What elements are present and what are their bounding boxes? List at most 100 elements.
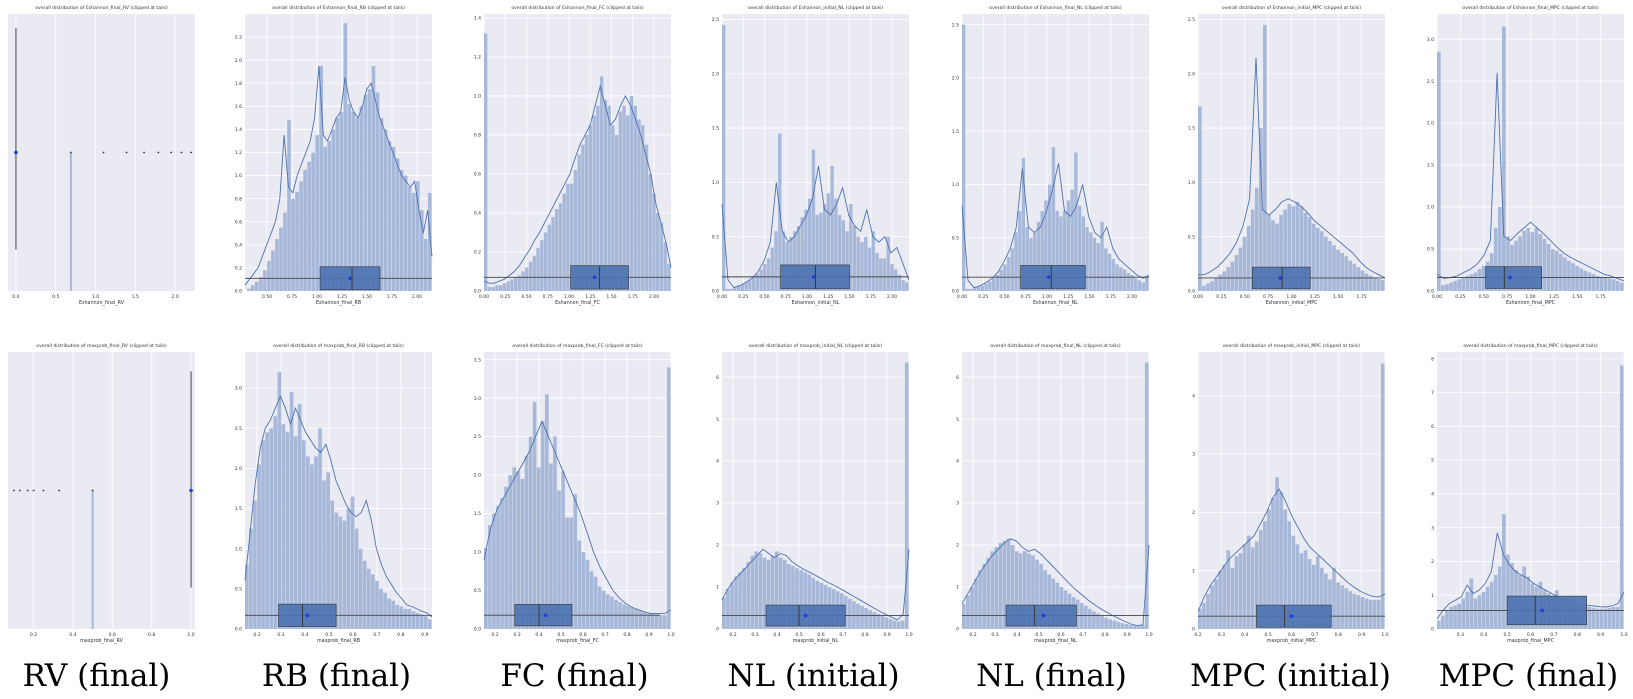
- y-tick-label: 2.5: [474, 434, 481, 440]
- kde-curve: [1198, 57, 1386, 279]
- histogram-bar: [1014, 232, 1018, 291]
- histogram-bar: [263, 270, 267, 291]
- x-tick-label: 1.50: [1572, 294, 1582, 300]
- histogram-bar: [1489, 581, 1494, 629]
- kde-curve: [961, 538, 1150, 627]
- histogram-bar: [1453, 280, 1457, 291]
- x-tick-label: 0.6: [109, 632, 116, 638]
- y-tick-label: 1.2: [235, 150, 242, 156]
- histogram-bar: [510, 279, 514, 291]
- histogram-bar: [1055, 211, 1059, 291]
- histogram-bar: [1445, 284, 1449, 291]
- box-iqr: [1005, 604, 1077, 627]
- histogram-bar: [1311, 564, 1316, 629]
- histogram-bar: [411, 611, 416, 629]
- histogram-bar: [1441, 615, 1445, 629]
- histogram-bar: [793, 231, 797, 291]
- column-label-rv-final: RV (final): [22, 658, 171, 694]
- histogram-bar: [363, 94, 368, 292]
- histogram-bar: [782, 559, 787, 629]
- histogram-bar: [315, 135, 319, 291]
- histogram-bar: [355, 117, 360, 291]
- y-tick-label: 4: [1431, 491, 1434, 497]
- y-tick-label: 1.4: [474, 16, 481, 22]
- y-tick-label: 6: [716, 375, 719, 381]
- histogram-bar: [323, 146, 328, 291]
- histogram-bar: [573, 170, 578, 291]
- histogram-bar: [1303, 212, 1308, 291]
- histogram-bar: [1563, 257, 1567, 291]
- histogram-bar: [565, 517, 569, 629]
- histogram-bar: [1279, 491, 1283, 629]
- histogram-bar: [601, 590, 606, 629]
- histogram-bar: [1230, 261, 1235, 291]
- histogram-bar: [551, 216, 555, 291]
- histogram-bar: [807, 574, 812, 629]
- outlier-point: [32, 489, 35, 492]
- x-tick-label: 0.00: [957, 294, 967, 300]
- mean-marker: [1046, 275, 1051, 279]
- histogram-bar: [614, 599, 618, 629]
- x-tick-label: 0.75: [1021, 294, 1031, 300]
- histogram-bar: [1611, 279, 1616, 291]
- y-tick-label: 0: [1431, 627, 1434, 633]
- histogram-bar: [387, 598, 391, 629]
- x-tick-label: 0.5: [1503, 632, 1510, 638]
- histogram-bar: [736, 285, 741, 291]
- histogram-bar: [763, 263, 767, 291]
- histogram-bar: [492, 513, 496, 629]
- histogram-bar: [868, 610, 873, 629]
- x-tick-label: 0.6: [817, 632, 824, 638]
- x-tick-label: 2.00: [1127, 294, 1137, 300]
- x-axis-label: Eshannon_final_FC: [555, 300, 600, 306]
- histogram-bar: [1538, 233, 1543, 291]
- histogram-bar: [1437, 51, 1441, 291]
- histogram-bar: [1226, 267, 1231, 291]
- y-tick-label: 3.5: [474, 357, 481, 363]
- histogram-bar: [326, 472, 330, 629]
- histogram-bar: [1514, 240, 1518, 291]
- histogram-bar: [295, 191, 299, 291]
- histogram-bar: [774, 551, 779, 629]
- histogram-bar: [1607, 608, 1612, 629]
- histogram-bar: [1291, 206, 1296, 291]
- histogram-bar: [1445, 610, 1449, 629]
- y-tick-label: 1.2: [474, 55, 481, 61]
- y-tick-label: 1.0: [235, 546, 242, 552]
- histogram-bar: [1100, 221, 1104, 291]
- histogram-bar: [1222, 564, 1227, 629]
- x-axis-label: Eshannon_initial_MPC: [1266, 300, 1319, 306]
- histogram-bar: [488, 525, 492, 629]
- histogram-bar: [528, 261, 533, 291]
- y-tick-label: 0: [956, 627, 959, 633]
- x-tick-label: 0.50: [1240, 294, 1250, 300]
- kde-curve: [483, 84, 672, 284]
- histogram-bar: [367, 89, 372, 291]
- mean-marker: [543, 613, 548, 617]
- histogram-bar: [641, 125, 645, 291]
- histogram-bar: [1254, 187, 1259, 291]
- histogram-bar: [585, 559, 590, 629]
- x-tick-label: 0.25: [978, 294, 988, 300]
- histogram-bar: [547, 224, 551, 291]
- x-tick-label: 0.5: [325, 632, 332, 638]
- histogram-bar: [1502, 26, 1506, 291]
- y-tick-label: 1.0: [1427, 205, 1434, 211]
- histogram-bar: [871, 231, 875, 291]
- y-tick-label: 2.0: [1188, 71, 1195, 77]
- histogram-bar: [1324, 236, 1328, 291]
- histogram-bar: [1115, 264, 1119, 291]
- histogram-bar: [1122, 269, 1127, 291]
- histogram-bar: [593, 576, 598, 629]
- histogram-bar: [1144, 362, 1149, 629]
- mean-marker: [1041, 613, 1046, 618]
- x-tick-label: 0.50: [999, 294, 1009, 300]
- histogram-bar: [1303, 550, 1308, 629]
- x-tick-label: 0.7: [1550, 632, 1557, 638]
- y-tick-label: 0.5: [952, 235, 959, 241]
- subplot-title: overall distribution of Eshannon_final_R…: [272, 5, 405, 11]
- histogram-bar: [303, 169, 307, 291]
- histogram-bar: [799, 570, 803, 629]
- x-tick-label: 1.00: [564, 294, 574, 300]
- histogram-bar: [271, 250, 275, 291]
